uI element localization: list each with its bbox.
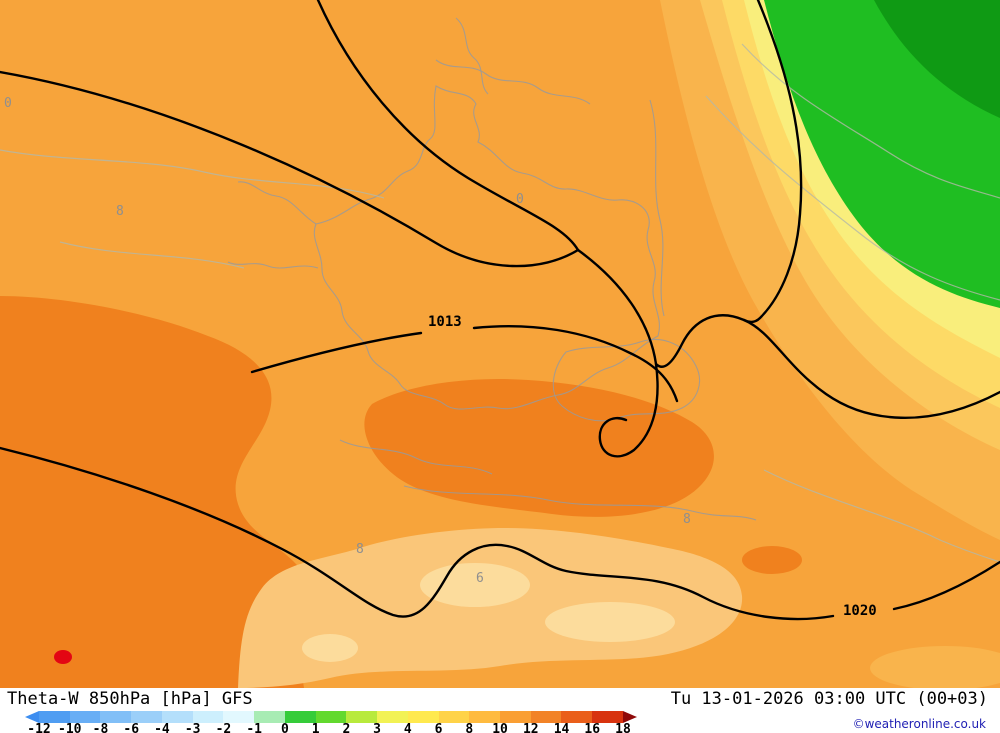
colorbar-segment xyxy=(39,711,70,723)
gray-contour xyxy=(0,149,385,199)
colorbar-segment xyxy=(346,711,378,723)
colorbar-left-arrow xyxy=(25,711,39,723)
border-germany xyxy=(313,85,660,410)
colorbar-tick-label: -12 xyxy=(27,722,51,733)
isobar-line xyxy=(654,314,1000,419)
isobar-line-1020 xyxy=(0,446,1000,621)
region-deep-orange-spot xyxy=(742,546,802,574)
region-paler-patch xyxy=(545,602,675,642)
region-paler-patch xyxy=(302,634,358,662)
border-west xyxy=(227,181,319,269)
colorbar-segment xyxy=(284,711,316,723)
colorbar-segment xyxy=(100,711,132,723)
isobar-line xyxy=(742,0,803,324)
border-denmark xyxy=(455,17,489,95)
colorbar-segment xyxy=(469,711,501,723)
region-dark-green xyxy=(874,0,1000,118)
weather-map: 0 8 0 1013 8 6 8 1020 xyxy=(0,0,1000,688)
colorbar-segment xyxy=(592,711,623,723)
colorbar-tick-label: 8 xyxy=(465,722,474,733)
colorbar-segment xyxy=(192,711,224,723)
footer: Theta-W 850hPa [hPa] GFS Tu 13-01-2026 0… xyxy=(0,688,1000,733)
colorbar-tick-label: 16 xyxy=(584,722,601,733)
colorbar-tick-label: -6 xyxy=(123,722,140,733)
colorbar-segment xyxy=(254,711,285,723)
colorbar-tick-label: -4 xyxy=(154,722,170,733)
colorbar-tick-label: 2 xyxy=(342,722,351,733)
footer-title-row: Theta-W 850hPa [hPa] GFS Tu 13-01-2026 0… xyxy=(0,688,1000,709)
colorbar-segment xyxy=(438,711,470,723)
colorbar-segment xyxy=(377,711,408,723)
isobar-line xyxy=(576,248,659,458)
region-deep-orange-center xyxy=(364,379,714,517)
region-red-spot xyxy=(54,650,72,664)
colorbar-tick-label: 18 xyxy=(615,722,631,733)
region-light-corner-patch xyxy=(870,646,1000,688)
map-canvas xyxy=(0,0,1000,688)
colorbar-segment xyxy=(561,711,593,723)
colorbar-tick-label: 14 xyxy=(553,722,570,733)
region-paler-patch xyxy=(420,563,530,607)
colorbar-legend: -12 -10 -8 -6 -4 -3 -2 -1 0 1 2 3 4 6 8 10 12 14 16 18 xyxy=(25,711,637,733)
colorbar-tick-label: 3 xyxy=(373,722,382,733)
colorbar-segment xyxy=(131,711,162,723)
border-alps xyxy=(339,439,493,475)
border-east xyxy=(649,99,665,317)
colorbar-segment xyxy=(500,711,531,723)
colorbar-tick-label: -8 xyxy=(92,722,109,733)
country-borders xyxy=(227,17,757,521)
colorbar-tick-label: 12 xyxy=(522,722,539,733)
map-title: Theta-W 850hPa [hPa] GFS xyxy=(7,689,253,709)
region-pale-orange-south xyxy=(238,528,743,688)
colorbar-strip: -12 -10 -8 -6 -4 -3 -2 -1 0 1 2 3 4 6 8 10 12 14 16 18 xyxy=(27,711,631,733)
temperature-regions xyxy=(0,0,1000,688)
colorbar-tick-label: 10 xyxy=(492,722,508,733)
map-datetime: Tu 13-01-2026 03:00 UTC (00+03) xyxy=(670,689,988,709)
border-czech xyxy=(552,338,700,422)
colorbar-tick-label: 4 xyxy=(403,722,412,733)
colorbar-segment xyxy=(161,711,193,723)
footer-legend-row: -12 -10 -8 -6 -4 -3 -2 -1 0 1 2 3 4 6 8 10 12 14 16 18 ©wea… xyxy=(0,709,1000,733)
colorbar-tick-label: -1 xyxy=(246,722,262,733)
isobar-line xyxy=(316,0,580,252)
colorbar-segment xyxy=(407,711,439,723)
colorbar-tick-label: -3 xyxy=(184,722,201,733)
colorbar-segments xyxy=(39,711,623,723)
colorbar-segment xyxy=(530,711,562,723)
colorbar-segment xyxy=(69,711,101,723)
border-austria xyxy=(403,485,757,521)
colorbar-tick-label: 0 xyxy=(280,722,289,733)
border-north-coast xyxy=(435,59,591,105)
isobar-contours xyxy=(0,0,1000,621)
copyright-link[interactable]: ©weatheronline.co.uk xyxy=(852,717,986,731)
colorbar-right-arrow xyxy=(623,711,637,723)
gray-contour xyxy=(763,469,1000,563)
region-deep-orange-west xyxy=(0,296,312,688)
colorbar-tick-label: 6 xyxy=(434,722,443,733)
gray-contour xyxy=(741,43,1000,199)
gray-contour-lines xyxy=(0,43,1000,563)
gray-contour xyxy=(705,95,1000,301)
colorbar-tick-label: -10 xyxy=(57,722,82,733)
colorbar-tick-label: 1 xyxy=(311,722,320,733)
colorbar-tick-label: -2 xyxy=(215,722,232,733)
gray-contour xyxy=(59,241,245,269)
isobar-line-1013 xyxy=(250,325,679,403)
isobar-line xyxy=(0,70,580,268)
colorbar-segment xyxy=(315,711,347,723)
colorbar-segment xyxy=(223,711,255,723)
